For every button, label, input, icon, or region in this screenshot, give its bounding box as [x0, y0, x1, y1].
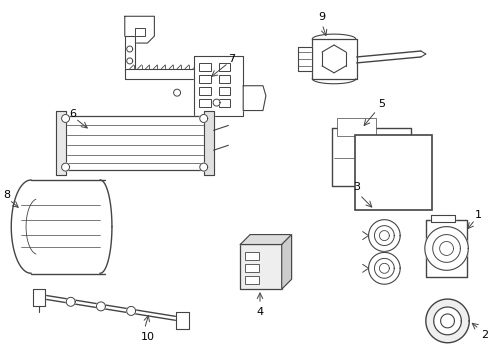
- Text: 1: 1: [475, 210, 482, 220]
- Bar: [219, 99, 230, 107]
- Bar: [355, 135, 432, 210]
- Polygon shape: [426, 220, 467, 277]
- Polygon shape: [125, 16, 154, 43]
- Polygon shape: [243, 86, 266, 111]
- Polygon shape: [127, 46, 133, 52]
- Polygon shape: [431, 215, 455, 222]
- Text: 6: 6: [69, 108, 76, 118]
- Polygon shape: [240, 235, 292, 244]
- Polygon shape: [368, 252, 400, 284]
- Polygon shape: [62, 163, 70, 171]
- Polygon shape: [426, 299, 469, 343]
- Bar: [199, 63, 211, 71]
- Polygon shape: [127, 306, 136, 315]
- Polygon shape: [368, 220, 400, 251]
- Polygon shape: [173, 89, 180, 96]
- Polygon shape: [125, 36, 135, 71]
- Bar: [411, 159, 416, 166]
- Bar: [219, 75, 230, 83]
- Bar: [135, 28, 145, 36]
- Polygon shape: [312, 39, 357, 79]
- Polygon shape: [56, 111, 66, 175]
- Polygon shape: [194, 56, 243, 116]
- Polygon shape: [297, 47, 312, 71]
- Polygon shape: [125, 69, 238, 79]
- Text: 2: 2: [482, 330, 489, 340]
- Polygon shape: [434, 307, 462, 335]
- Text: 10: 10: [141, 332, 154, 342]
- Bar: [199, 99, 211, 107]
- Polygon shape: [332, 129, 411, 186]
- Polygon shape: [61, 116, 209, 170]
- Bar: [219, 63, 230, 71]
- Polygon shape: [240, 244, 282, 289]
- Polygon shape: [204, 111, 214, 175]
- Polygon shape: [33, 289, 45, 306]
- Polygon shape: [200, 114, 208, 122]
- Polygon shape: [176, 312, 189, 329]
- Text: 9: 9: [318, 12, 326, 22]
- Text: 8: 8: [3, 190, 10, 200]
- Polygon shape: [200, 163, 208, 171]
- Polygon shape: [411, 143, 419, 171]
- Text: 4: 4: [256, 307, 264, 317]
- Bar: [245, 276, 259, 284]
- Text: 3: 3: [353, 182, 360, 192]
- Bar: [199, 87, 211, 95]
- Text: 5: 5: [378, 99, 385, 109]
- Text: 7: 7: [228, 54, 235, 64]
- Polygon shape: [62, 114, 70, 122]
- Bar: [219, 87, 230, 95]
- Polygon shape: [425, 227, 468, 270]
- Polygon shape: [97, 302, 105, 311]
- Bar: [245, 252, 259, 260]
- Polygon shape: [213, 99, 220, 106]
- Bar: [337, 118, 376, 136]
- Polygon shape: [282, 235, 292, 289]
- Bar: [245, 264, 259, 272]
- Bar: [411, 146, 416, 153]
- Polygon shape: [127, 58, 133, 64]
- Bar: [199, 75, 211, 83]
- Polygon shape: [66, 297, 75, 306]
